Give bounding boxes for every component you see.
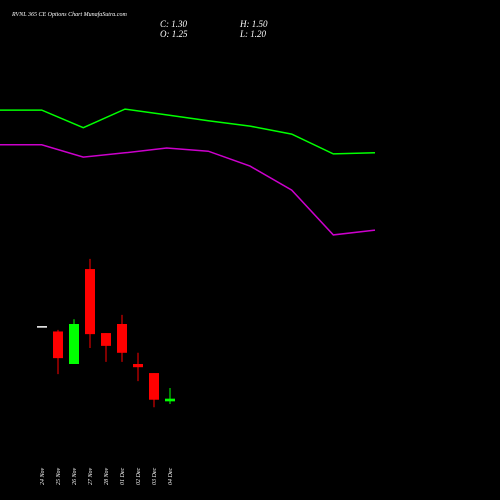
ohlc-high: H: 1.50 [239, 19, 268, 29]
candle-body [37, 326, 47, 328]
candle-body [149, 373, 159, 400]
candle-body [117, 324, 127, 353]
candle-body [53, 331, 63, 359]
x-tick-label: 04 Dec [167, 468, 174, 485]
x-tick-label: 25 Nov [56, 467, 62, 485]
x-tick-label: 01 Dec [120, 468, 126, 485]
ohlc-low: L: 1.20 [239, 29, 267, 39]
candle-body [165, 398, 175, 402]
indicator-line [0, 108, 376, 155]
x-tick-label: 27 Nov [88, 467, 94, 485]
candle-body [85, 269, 95, 335]
x-tick-label: 02 Dec [136, 468, 142, 485]
x-tick-label: 24 Nov [39, 467, 46, 485]
candle-body [133, 364, 143, 368]
indicator-line [0, 144, 376, 236]
ohlc-close: C: 1.30 [160, 19, 188, 29]
candle-body [101, 333, 111, 346]
x-tick-label: 26 Nov [72, 467, 78, 485]
x-tick-label: 28 Nov [104, 467, 110, 485]
candle-body [69, 324, 79, 364]
ohlc-open: O: 1.25 [160, 29, 188, 39]
x-tick-label: 03 Dec [152, 468, 158, 485]
chart-title: RVNL 365 CE Options Chart MunafaSutra.co… [11, 11, 127, 18]
